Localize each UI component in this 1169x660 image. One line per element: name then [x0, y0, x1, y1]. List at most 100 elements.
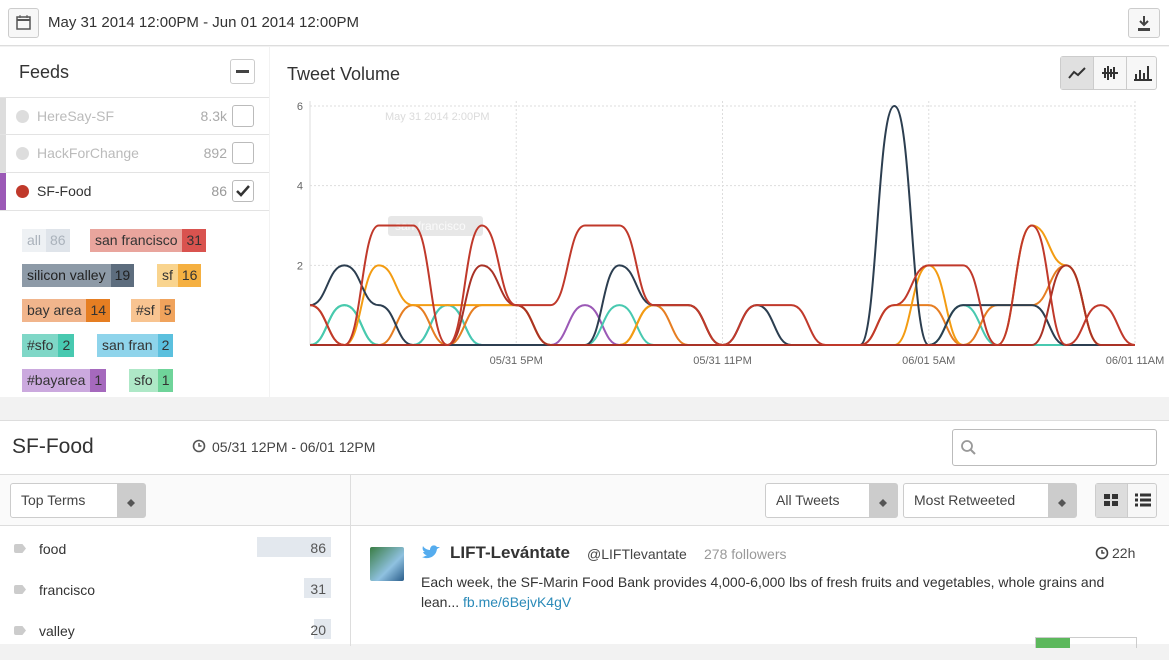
tag[interactable]: san fran 2 — [97, 334, 174, 357]
sort-select-label: Most Retweeted — [914, 492, 1016, 508]
list-view-button[interactable] — [1128, 484, 1158, 517]
tag[interactable]: sf 16 — [157, 264, 202, 287]
tooltip-label: san francisco — [395, 219, 466, 233]
calendar-icon — [16, 15, 31, 30]
feed-count: 8.3k — [200, 108, 227, 124]
term-bar-track — [257, 537, 331, 557]
bar-mode-button[interactable] — [1127, 57, 1159, 89]
tag-icon — [14, 544, 26, 553]
series-line — [309, 224, 1136, 347]
tag-label: sfo — [129, 369, 158, 392]
term-select[interactable]: Top Terms — [10, 483, 146, 518]
stream-mode-button[interactable] — [1094, 57, 1127, 89]
term-text: food — [39, 541, 67, 557]
feed-checkbox[interactable] — [232, 105, 254, 127]
grid-view-button[interactable] — [1096, 484, 1128, 517]
feed-row[interactable]: HackForChange 892 — [0, 135, 269, 173]
action-button[interactable] — [1036, 638, 1070, 648]
tag-count: 5 — [159, 299, 176, 322]
tag[interactable]: #sf 5 — [131, 299, 176, 322]
term-count: 20 — [310, 622, 326, 638]
feed-name: SF-Food — [37, 183, 92, 199]
filter-select-label: All Tweets — [776, 492, 840, 508]
term-text: francisco — [39, 582, 96, 598]
check-icon — [236, 185, 250, 197]
collapse-icon[interactable] — [16, 185, 29, 198]
detail-panel: SF-Food 05/31 12PM - 06/01 12PM Top Term… — [0, 420, 1169, 648]
collapse-button[interactable] — [230, 59, 255, 84]
term-row[interactable]: food 86 — [0, 537, 350, 578]
view-toggle — [1095, 483, 1157, 518]
term-bar — [313, 619, 331, 639]
feed-color — [0, 173, 6, 210]
feed-name: HackForChange — [37, 145, 139, 161]
line-icon — [1068, 67, 1086, 79]
feed-row[interactable]: SF-Food 86 — [0, 173, 269, 211]
tag-label: all — [22, 229, 47, 252]
controls-row: Top Terms All Tweets Most Retweeted — [0, 474, 1169, 526]
tag-count: 16 — [177, 264, 202, 287]
tag-label: #bayarea — [22, 369, 91, 392]
feed-checkbox[interactable] — [232, 180, 254, 202]
divider — [350, 526, 351, 646]
search-box[interactable] — [952, 429, 1157, 466]
detail-title: SF-Food — [12, 435, 94, 458]
term-count: 31 — [310, 581, 326, 597]
select-arrow — [1048, 484, 1076, 517]
tag[interactable]: sfo 1 — [129, 369, 174, 392]
term-bar-track — [257, 619, 331, 639]
expand-icon[interactable] — [16, 147, 29, 160]
tag-label: #sfo — [22, 334, 59, 357]
chart-title: Tweet Volume — [287, 64, 401, 84]
stream-icon — [1102, 66, 1118, 80]
grid-icon — [1104, 494, 1118, 506]
feed-color — [0, 135, 6, 172]
tag[interactable]: #bayarea 1 — [22, 369, 107, 392]
tag[interactable]: #sfo 2 — [22, 334, 75, 357]
term-row[interactable]: francisco 31 — [0, 578, 350, 619]
filter-select[interactable]: All Tweets — [765, 483, 898, 518]
term-count: 86 — [310, 540, 326, 556]
tag[interactable]: bay area 14 — [22, 299, 111, 322]
tag-label: bay area — [22, 299, 87, 322]
feeds-title: Feeds — [19, 62, 70, 82]
tweet-link[interactable]: fb.me/6BejvK4gV — [463, 594, 572, 610]
tag-count: 14 — [86, 299, 111, 322]
tweet-volume-chart: 2 4 6 05/31 5PM 05/31 11PM 06/01 5AM 06/01 11A… — [297, 101, 1164, 367]
tag[interactable]: san francisco 31 — [90, 229, 207, 252]
tag-icon — [14, 626, 26, 635]
twitter-icon — [422, 545, 440, 559]
x-tick-label: 05/31 11PM — [693, 355, 752, 367]
divider — [350, 475, 351, 526]
download-button[interactable] — [1128, 8, 1160, 38]
term-row[interactable]: valley 20 — [0, 619, 350, 660]
feed-checkbox[interactable] — [232, 142, 254, 164]
feeds-panel: Feeds HereSay-SF 8.3k HackForChange 892 … — [0, 47, 269, 397]
feed-row[interactable]: HereSay-SF 8.3k — [0, 97, 269, 135]
tag-count: 86 — [46, 229, 70, 252]
sort-select[interactable]: Most Retweeted — [903, 483, 1077, 518]
tag-count: 2 — [58, 334, 75, 357]
chart-panel: Tweet Volume 2 4 6 05/31 5PM 05/31 11PM 06/01… — [270, 47, 1169, 397]
tweet-body: Each week, the SF-Marin Food Bank provid… — [421, 572, 1146, 612]
y-tick-label: 6 — [297, 101, 303, 113]
calendar-button[interactable] — [8, 8, 39, 38]
feed-name: HereSay-SF — [37, 108, 115, 124]
x-tick-label: 06/01 5AM — [902, 355, 955, 367]
tag-label: #sf — [131, 299, 160, 322]
tweet-age: 22h — [1112, 545, 1136, 561]
expand-icon[interactable] — [16, 110, 29, 123]
tweet-author[interactable]: LIFT-Levántate — [450, 543, 570, 562]
feed-color — [0, 98, 6, 134]
tag[interactable]: all 86 — [22, 229, 70, 252]
toolbar: May 31 2014 12:00PM - Jun 01 2014 12:00P… — [0, 0, 1169, 46]
y-tick-label: 2 — [297, 260, 303, 272]
avatar[interactable] — [370, 547, 404, 581]
line-mode-button[interactable] — [1061, 57, 1094, 89]
bar-icon — [1134, 66, 1152, 81]
tag-label: silicon valley — [22, 264, 111, 287]
tag[interactable]: silicon valley 19 — [22, 264, 135, 287]
term-bar — [304, 578, 331, 598]
term-select-label: Top Terms — [21, 492, 86, 508]
tweet-handle[interactable]: @LIFTlevantate — [587, 546, 687, 562]
